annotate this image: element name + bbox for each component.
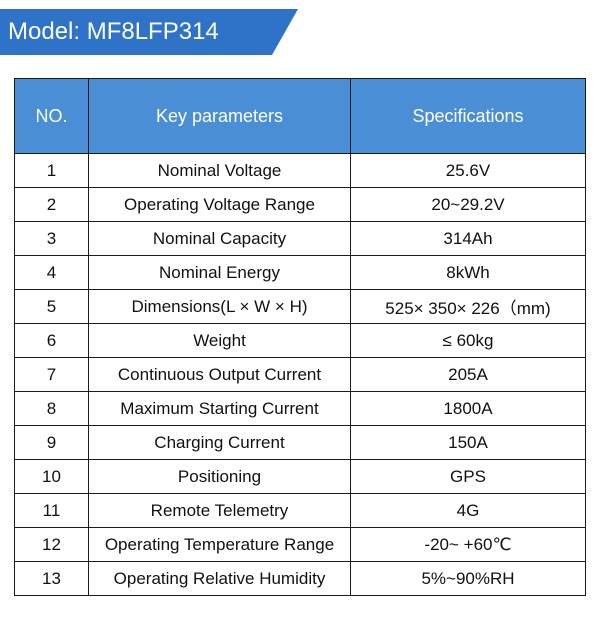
parameter-value: 8kWh — [350, 255, 586, 290]
table-row: 1 Nominal Voltage 25.6V — [14, 153, 586, 188]
table-header-row: NO. Key parameters Specifications — [14, 78, 586, 154]
row-number: 8 — [14, 391, 89, 426]
row-number: 10 — [14, 459, 89, 494]
table-row: 10 Positioning GPS — [14, 459, 586, 494]
row-number: 11 — [14, 493, 89, 528]
table-body: 1 Nominal Voltage 25.6V 2 Operating Voltage … — [14, 153, 586, 596]
parameter-name: Maximum Starting Current — [88, 391, 351, 426]
parameter-value: 150A — [350, 425, 586, 460]
banner-background — [0, 9, 298, 55]
parameter-name: Dimensions(L × W × H) — [88, 289, 351, 324]
table-row: 9 Charging Current 150A — [14, 425, 586, 460]
row-number: 12 — [14, 527, 89, 562]
table-row: 13 Operating Relative Humidity 5%~90%RH — [14, 561, 586, 596]
table-row: 8 Maximum Starting Current 1800A — [14, 391, 586, 426]
parameter-name: Continuous Output Current — [88, 357, 351, 392]
parameter-name: Charging Current — [88, 425, 351, 460]
parameter-value: 205A — [350, 357, 586, 392]
parameter-name: Positioning — [88, 459, 351, 494]
header-key-parameters: Key parameters — [88, 78, 351, 154]
table-row: 5 Dimensions(L × W × H) 525× 350× 226（mm) — [14, 289, 586, 324]
parameter-value: 20~29.2V — [350, 187, 586, 222]
parameter-name: Operating Voltage Range — [88, 187, 351, 222]
table-row: 2 Operating Voltage Range 20~29.2V — [14, 187, 586, 222]
row-number: 9 — [14, 425, 89, 460]
row-number: 4 — [14, 255, 89, 290]
row-number: 7 — [14, 357, 89, 392]
row-number: 13 — [14, 561, 89, 596]
header-specifications: Specifications — [350, 78, 586, 154]
parameter-name: Operating Temperature Range — [88, 527, 351, 562]
model-banner: Model: MF8LFP314 — [0, 9, 300, 55]
parameter-name: Weight — [88, 323, 351, 358]
row-number: 1 — [14, 153, 89, 188]
table-row: 11 Remote Telemetry 4G — [14, 493, 586, 528]
parameter-value: 1800A — [350, 391, 586, 426]
table-row: 6 Weight ≤ 60kg — [14, 323, 586, 358]
parameter-value: 5%~90%RH — [350, 561, 586, 596]
parameter-value: -20~ +60℃ — [350, 527, 586, 562]
parameter-value: 314Ah — [350, 221, 586, 256]
table-row: 3 Nominal Capacity 314Ah — [14, 221, 586, 256]
parameter-value: ≤ 60kg — [350, 323, 586, 358]
row-number: 2 — [14, 187, 89, 222]
table-row: 7 Continuous Output Current 205A — [14, 357, 586, 392]
row-number: 3 — [14, 221, 89, 256]
parameter-value: 525× 350× 226（mm) — [350, 289, 586, 324]
parameter-value: GPS — [350, 459, 586, 494]
parameter-name: Operating Relative Humidity — [88, 561, 351, 596]
parameter-name: Nominal Capacity — [88, 221, 351, 256]
row-number: 6 — [14, 323, 89, 358]
parameter-name: Nominal Energy — [88, 255, 351, 290]
row-number: 5 — [14, 289, 89, 324]
table-row: 12 Operating Temperature Range -20~ +60℃ — [14, 527, 586, 562]
header-no: NO. — [14, 78, 89, 154]
parameter-name: Remote Telemetry — [88, 493, 351, 528]
model-title: Model: MF8LFP314 — [8, 18, 219, 45]
parameter-value: 25.6V — [350, 153, 586, 188]
table-row: 4 Nominal Energy 8kWh — [14, 255, 586, 290]
specifications-table: NO. Key parameters Specifications 1 Nomin… — [14, 78, 586, 596]
parameter-value: 4G — [350, 493, 586, 528]
parameter-name: Nominal Voltage — [88, 153, 351, 188]
